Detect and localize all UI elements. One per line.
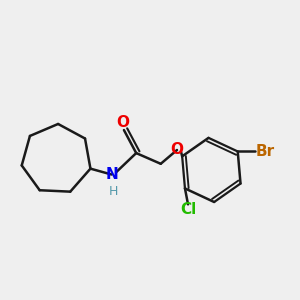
Text: O: O [116, 115, 129, 130]
Text: Cl: Cl [180, 202, 196, 217]
Text: N: N [105, 167, 118, 182]
Text: O: O [170, 142, 184, 158]
Text: Br: Br [256, 144, 274, 159]
Text: H: H [109, 185, 118, 198]
